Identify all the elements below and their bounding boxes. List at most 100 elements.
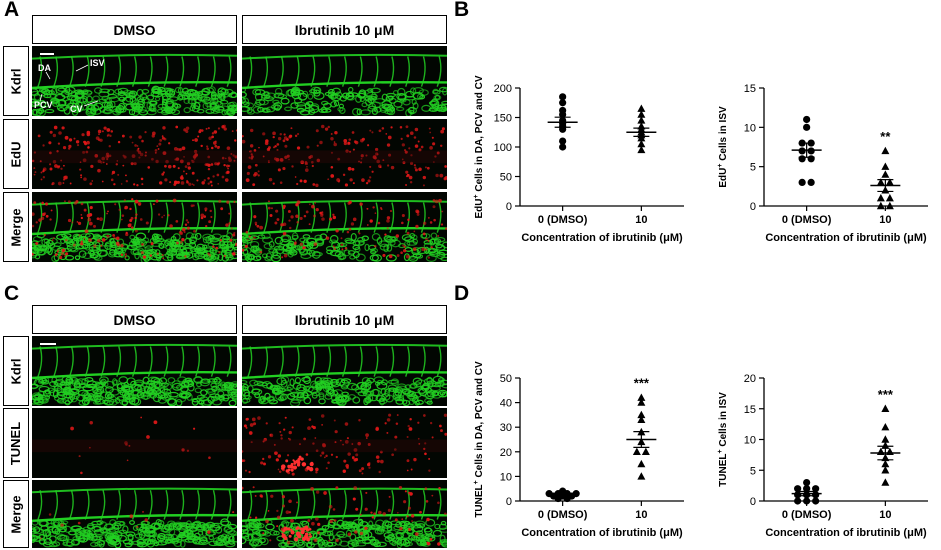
data-point [885,178,894,186]
data-point [641,447,650,455]
x-axis-label: Concentration of ibrutinib (μM) [521,232,683,244]
significance-label: *** [634,376,650,391]
data-point [803,115,811,124]
row-label-edu-text: EdU [8,141,24,167]
micrograph-c-dmso-kdrl [32,336,237,406]
x-tick-label: 10 [879,509,891,521]
data-point [876,178,885,186]
panel-letter-d: D [454,282,470,305]
y-tick-label: 10 [744,122,756,134]
data-point [881,146,890,155]
y-tick-label: 5 [750,465,756,477]
y-axis-label: TUNEL+ Cells in ISV [717,392,729,487]
data-point [807,155,815,163]
y-tick-label: 20 [500,447,512,459]
x-tick-label: 0 (DMSO) [538,509,588,521]
data-point [812,491,820,499]
row-label-kdrl-c: Kdrl [3,336,29,406]
data-point [881,435,890,443]
data-point [803,497,811,505]
y-tick-label: 0 [506,201,512,213]
data-point [637,145,646,154]
micrograph-a-dmso-edu [32,119,237,189]
data-point [881,466,890,474]
data-point [637,139,646,148]
row-label-merge-c-text: Merge [8,494,24,534]
data-point [798,147,806,155]
data-point [803,123,811,131]
micrograph-c-ibrutinib-kdrl [242,336,447,406]
data-point [881,423,890,431]
y-tick-label: 0 [506,496,512,508]
data-point [637,472,646,480]
data-point [881,478,890,486]
data-point [876,193,885,202]
y-tick-label: 0 [750,496,756,508]
panel-letter-b: B [454,0,470,21]
micrograph-c-ibrutinib-merge [242,480,447,548]
x-axis-label: Concentration of ibrutinib (μM) [765,527,927,539]
data-point [885,193,894,202]
data-point [559,137,567,145]
y-tick-label: 200 [494,83,512,95]
y-tick-label: 10 [744,435,756,447]
y-tick-label: 40 [500,398,512,410]
data-point [794,485,802,493]
y-tick-label: 10 [500,471,512,483]
row-label-merge-text: Merge [8,207,24,247]
y-tick-label: 20 [744,373,756,385]
column-header-dmso-c: DMSO [32,305,237,334]
data-point [637,410,646,419]
data-point [559,110,567,119]
y-tick-label: 150 [494,113,512,125]
row-label-merge: Merge [3,192,29,262]
y-axis-label: TUNEL+ Cells in DA, PCV and CV [473,361,485,518]
data-point [637,116,646,124]
data-point [637,110,646,118]
data-point [637,393,646,401]
data-point [637,104,646,112]
data-point [637,398,646,406]
chart-b-right: 0 5 10 15 0 (DMSO) 10 Concentration of ibrutin… [717,83,928,244]
y-tick-label: 50 [500,172,512,184]
data-point [803,485,811,493]
row-label-edu: EdU [3,119,29,189]
data-point [812,485,820,493]
data-point [876,201,885,210]
annotation-isv: ISV [90,58,105,68]
x-tick-label: 0 (DMSO) [782,509,832,521]
data-point [812,497,820,505]
data-point [881,459,890,468]
data-point [881,404,890,412]
data-point [885,201,894,210]
x-tick-label: 0 (DMSO) [782,214,832,226]
data-point [559,143,567,151]
y-axis-label: EdU+ Cells in ISV [717,106,729,188]
x-tick-label: 10 [635,214,647,226]
annotation-cv: CV [70,104,83,114]
data-point [807,178,815,186]
annotation-da: DA [38,63,51,73]
micrograph-c-dmso-tunel [32,408,237,478]
annotation-pointers [39,64,99,107]
panel-letter-a: A [4,0,20,21]
x-axis-label: Concentration of ibrutinib (μM) [765,232,927,244]
x-tick-label: 0 (DMSO) [538,214,588,226]
y-tick-label: 30 [500,422,512,434]
micrograph-a-ibrutinib-kdrl [242,46,447,116]
data-point [637,459,646,468]
significance-label: ** [880,129,891,144]
chart-d-right: 0 5 10 15 20 0 (DMSO) 10 Concentration of ibrut… [717,373,928,539]
data-point [554,494,562,503]
row-label-tunel-text: TUNEL [8,421,24,465]
micrograph-a-ibrutinib-edu [242,119,447,189]
y-tick-label: 15 [744,83,756,95]
data-point [794,491,802,499]
chart-b-left: 0 50 100 150 200 0 (DMSO) 10 Concentration of i… [473,75,684,244]
micrograph-a-dmso-merge [32,192,237,262]
scale-bar-c [40,343,56,345]
data-point [637,415,646,424]
chart-d-left: 0 10 20 30 40 50 0 (DMSO) 10 Concentration of ib… [473,361,684,539]
data-point [881,170,890,178]
x-axis-label: Concentration of ibrutinib (μM) [521,527,683,539]
